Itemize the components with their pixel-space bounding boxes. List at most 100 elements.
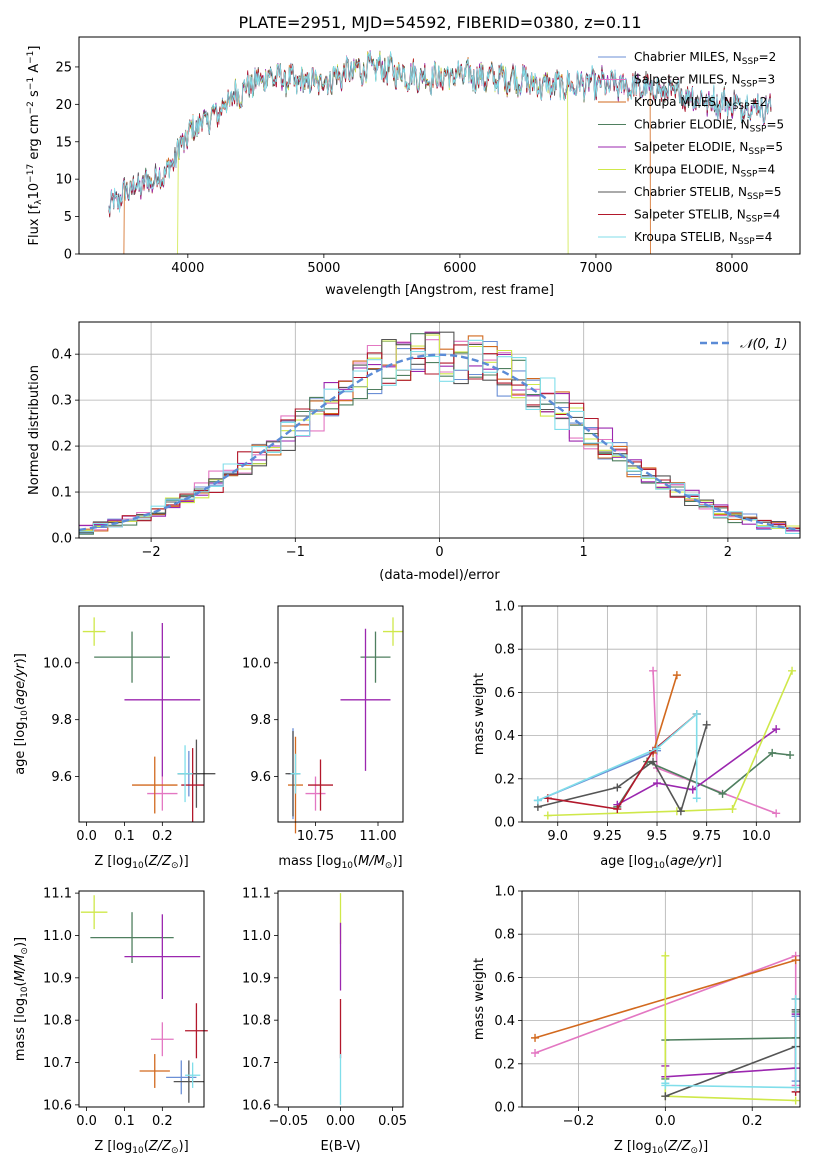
axes-mass_vs_ebv: −0.05 0.00 0.05 10.6 10.7 10.8 10.9 11.0 11.1 E(B…	[242, 887, 407, 1154]
x-tick-label: 0.0	[76, 829, 97, 844]
x-tick-label: −0.2	[563, 1114, 595, 1129]
x-tick-label: 9.0	[547, 829, 568, 844]
axes-spectrum: 4000 5000 6000 7000 8000 0 5 10 15 20 25 wavelength…	[26, 36, 801, 298]
axes-frame	[521, 890, 801, 1108]
y-tick-label: 10.0	[242, 656, 271, 671]
x-tick-label: 0.00	[326, 1114, 355, 1129]
y-tick-label: 0.8	[494, 928, 515, 943]
legend-label: Salpeter MILES, NSSP=3	[634, 73, 775, 90]
y-tick-label: 0.2	[494, 772, 515, 787]
weight-marker	[791, 1083, 800, 1092]
legend-label: Kroupa STELIB, NSSP=4	[634, 230, 772, 247]
weight-marker	[653, 744, 662, 753]
x-tick-label: 6000	[443, 261, 476, 276]
y-tick-label: 20	[55, 98, 72, 113]
x-axis-label: mass [log10(M/M⊙)]	[278, 854, 402, 871]
y-tick-label: 25	[55, 60, 72, 75]
y-tick-label: 9.6	[51, 770, 72, 785]
weight-marker	[543, 811, 552, 820]
y-tick-label: 10.6	[43, 1098, 72, 1113]
y-tick-label: 10.8	[43, 1014, 72, 1029]
x-tick-label: −2	[142, 545, 161, 560]
x-tick-label: 9.5	[647, 829, 668, 844]
weight-marker	[672, 671, 681, 680]
weight-marker	[718, 789, 727, 798]
spectrum-line	[108, 51, 772, 214]
y-tick-label: 0.8	[494, 643, 515, 658]
x-tick-label: 10.75	[297, 829, 334, 844]
y-tick-label: 11.0	[242, 929, 271, 944]
x-tick-label: 5000	[307, 261, 340, 276]
y-tick-label: 10.0	[43, 656, 72, 671]
y-tick-label: 9.6	[250, 770, 271, 785]
y-tick-label: 0.1	[51, 486, 72, 501]
legend-label: Salpeter ELODIE, NSSP=5	[634, 140, 783, 157]
histogram-step	[79, 339, 800, 534]
x-tick-label: 0.1	[114, 1114, 135, 1129]
x-axis-label: Z [log10(Z/Z⊙)]	[94, 1139, 188, 1156]
legend: Chabrier MILES, NSSP=2 Salpeter MILES, NS…	[598, 50, 784, 247]
y-tick-label: 0.6	[494, 971, 515, 986]
y-tick-label: 9.8	[51, 713, 72, 728]
y-tick-label: 0.2	[51, 440, 72, 455]
legend-label: Kroupa MILES, NSSP=2	[634, 95, 767, 112]
x-tick-label: 9.25	[593, 829, 622, 844]
x-axis-label: E(B-V)	[320, 1139, 360, 1154]
weight-marker	[661, 1092, 670, 1101]
weight-marker	[688, 785, 697, 794]
legend-label: Kroupa ELODIE, NSSP=4	[634, 163, 775, 180]
y-axis-label: mass weight	[472, 958, 487, 1040]
y-tick-label: 0.2	[494, 1057, 515, 1072]
x-tick-label: 0.1	[114, 829, 135, 844]
x-tick-label: 11.00	[359, 829, 396, 844]
weight-marker	[772, 725, 781, 734]
normal-curve	[78, 353, 801, 532]
legend-label: Salpeter STELIB, NSSP=4	[634, 208, 780, 225]
y-tick-label: 0.3	[51, 394, 72, 409]
axes-age_vs_Z: 0.0 0.1 0.2 9.6 9.8 10.0 Z [log10(Z/Z⊙)] age [l…	[13, 605, 216, 871]
weight-marker	[613, 805, 622, 814]
axes-mass_vs_Z: 0.0 0.1 0.2 10.6 10.7 10.8 10.9 11.0 11.1 Z [log1…	[13, 887, 208, 1156]
weight-marker	[786, 751, 795, 760]
weight-marker	[702, 720, 711, 729]
weight-marker	[791, 956, 800, 965]
legend-label: Chabrier ELODIE, NSSP=5	[634, 118, 784, 135]
x-tick-label: 0.05	[378, 1114, 407, 1129]
y-tick-label: 10.9	[242, 971, 271, 986]
figure-title: PLATE=2951, MJD=54592, FIBERID=0380, z=0…	[238, 13, 641, 32]
x-axis-label: Z [log10(Z/Z⊙)]	[614, 1139, 708, 1156]
x-tick-label: 0.0	[655, 1114, 676, 1129]
axes-frame	[277, 605, 404, 823]
y-tick-label: 9.8	[250, 713, 271, 728]
y-tick-label: 10.8	[242, 1014, 271, 1029]
weight-line	[547, 670, 793, 817]
x-tick-label: 0	[435, 545, 443, 560]
x-tick-label: 10.0	[742, 829, 771, 844]
y-tick-label: 10	[55, 173, 72, 188]
weight-line	[664, 999, 797, 1089]
axes-frame	[78, 605, 205, 823]
y-tick-label: 0.4	[494, 1014, 515, 1029]
y-axis-label: Normed distribution	[27, 365, 42, 495]
weight-marker	[613, 783, 622, 792]
x-tick-label: 4000	[171, 261, 204, 276]
weight-marker	[768, 748, 777, 757]
y-tick-label: 0.6	[494, 686, 515, 701]
y-tick-label: 10.6	[242, 1098, 271, 1113]
weight-line	[616, 728, 777, 806]
weight-marker	[791, 1096, 800, 1105]
weight-marker	[772, 809, 781, 818]
weight-marker	[788, 666, 797, 675]
y-tick-label: 10.7	[242, 1056, 271, 1071]
legend-label: Chabrier STELIB, NSSP=5	[634, 185, 782, 202]
x-tick-label: −0.05	[268, 1114, 308, 1129]
legend-label: Chabrier MILES, NSSP=2	[634, 50, 776, 67]
weight-marker	[661, 951, 670, 960]
y-tick-label: 0.4	[51, 348, 72, 363]
axes-residuals: −2 −1 0 1 2 0.0 0.1 0.2 0.3 0.4 (data-model)/error…	[27, 321, 801, 583]
weight-line	[547, 713, 698, 810]
y-tick-label: 5	[64, 210, 72, 225]
y-tick-label: 10.7	[43, 1056, 72, 1071]
y-axis-label: mass weight	[472, 673, 487, 755]
